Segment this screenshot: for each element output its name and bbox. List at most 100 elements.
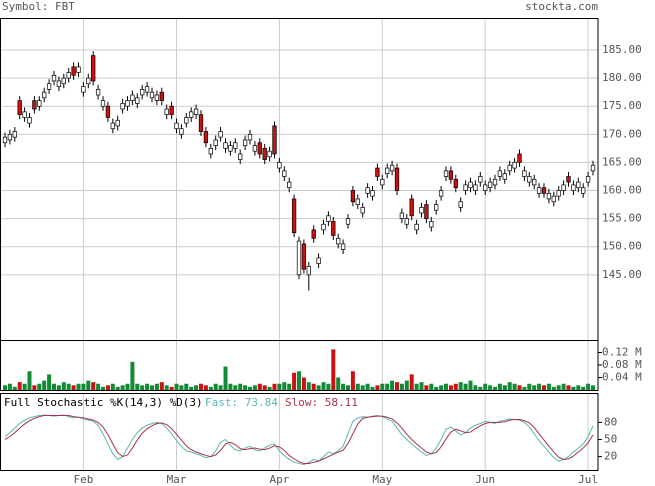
candle-body — [336, 237, 341, 245]
volume-bar — [76, 383, 81, 390]
volume-bar — [566, 385, 571, 390]
y-tick-label: 175.00 — [602, 99, 642, 112]
volume-bar — [522, 386, 527, 390]
candle-body — [125, 100, 130, 107]
volume-bar — [375, 385, 380, 390]
candle-body — [282, 170, 287, 177]
candle-body — [434, 204, 439, 211]
volume-bar — [189, 386, 194, 390]
candle-body — [517, 153, 522, 163]
candle-body — [247, 133, 253, 141]
volume-bar — [576, 385, 581, 390]
volume-bar — [262, 385, 267, 390]
volume-bar — [292, 372, 297, 390]
candle-body — [532, 178, 537, 186]
candle-body — [17, 100, 22, 116]
candle-body — [443, 170, 449, 177]
volume-bar — [365, 383, 370, 390]
volume-bar — [542, 385, 546, 390]
volume-bar — [257, 383, 262, 390]
candle-body — [144, 86, 150, 93]
volume-bar — [537, 383, 542, 390]
volume-bar — [409, 374, 414, 390]
volume-bar — [331, 349, 336, 390]
candle-body — [380, 178, 385, 186]
volume-bar — [532, 385, 537, 390]
volume-bar — [91, 382, 96, 390]
candle-body — [541, 187, 547, 194]
volume-bar — [591, 385, 595, 390]
candle-body — [86, 77, 91, 85]
candle-body — [287, 181, 292, 189]
volume-bar — [71, 385, 76, 390]
volume-bar — [101, 386, 105, 390]
candle-body — [71, 66, 76, 76]
candle-body — [424, 204, 429, 219]
candle-body — [100, 100, 106, 107]
volume-bar — [140, 385, 145, 390]
panel-frame — [0, 18, 599, 341]
volume-bar — [135, 383, 140, 390]
candle-body — [301, 243, 307, 270]
candle-body — [252, 145, 258, 152]
candle-body — [198, 114, 204, 132]
volume-bar — [453, 383, 458, 390]
volume-bar — [311, 383, 316, 390]
volume-bar — [493, 386, 497, 390]
candle-body — [522, 170, 527, 177]
candle-body — [262, 148, 267, 160]
volume-bar — [164, 385, 169, 390]
candle-body — [458, 201, 463, 208]
candle-body — [512, 162, 517, 169]
volume-bar — [424, 385, 429, 390]
volume-bar — [512, 383, 517, 390]
candle-body — [448, 170, 454, 180]
volume-bar — [463, 383, 468, 390]
candle-body — [95, 89, 101, 96]
candle-body — [213, 139, 218, 146]
volume-bar — [301, 377, 306, 390]
candle-body — [37, 100, 42, 107]
candle-body — [585, 176, 591, 183]
candle-body — [340, 243, 346, 250]
volume-bar — [105, 385, 110, 390]
volume-bar — [385, 383, 390, 390]
candle-body — [61, 77, 66, 85]
volume-bar — [341, 383, 346, 390]
candle-body — [370, 190, 375, 197]
candle-body — [551, 195, 556, 203]
candle-body — [576, 181, 581, 189]
y-tick-label: 0.12 M — [602, 346, 642, 359]
candle-body — [350, 190, 356, 203]
candle-body — [365, 187, 370, 194]
volume-bar — [527, 383, 532, 390]
candle-body — [42, 91, 47, 99]
volume-bar — [380, 383, 385, 390]
y-tick-label: 170.00 — [602, 127, 642, 140]
candle-body — [115, 119, 120, 127]
candle-body — [130, 94, 135, 101]
volume-bar — [22, 383, 27, 390]
candle-body — [184, 117, 189, 124]
candle-body — [483, 184, 488, 191]
volume-bar — [287, 383, 292, 390]
x-tick-label: Jul — [578, 473, 598, 486]
volume-bar — [429, 383, 434, 390]
candle-body — [238, 153, 243, 160]
volume-bar — [277, 383, 282, 390]
legend-label: Fast: 73.84 — [205, 396, 278, 409]
volume-bar — [448, 385, 453, 390]
candle-body — [487, 181, 493, 189]
x-tick-label: Mar — [167, 473, 187, 486]
volume-bar — [243, 385, 248, 390]
candle-body — [536, 187, 542, 194]
candle-body — [409, 198, 414, 217]
x-tick-label: Jun — [475, 473, 495, 486]
candle-body — [242, 139, 248, 146]
candle-body — [272, 125, 277, 155]
candle-body — [546, 192, 552, 200]
volume-bar — [223, 366, 228, 390]
volume-bar — [488, 385, 493, 390]
volume-bar — [326, 383, 331, 390]
volume-bar — [81, 383, 86, 390]
